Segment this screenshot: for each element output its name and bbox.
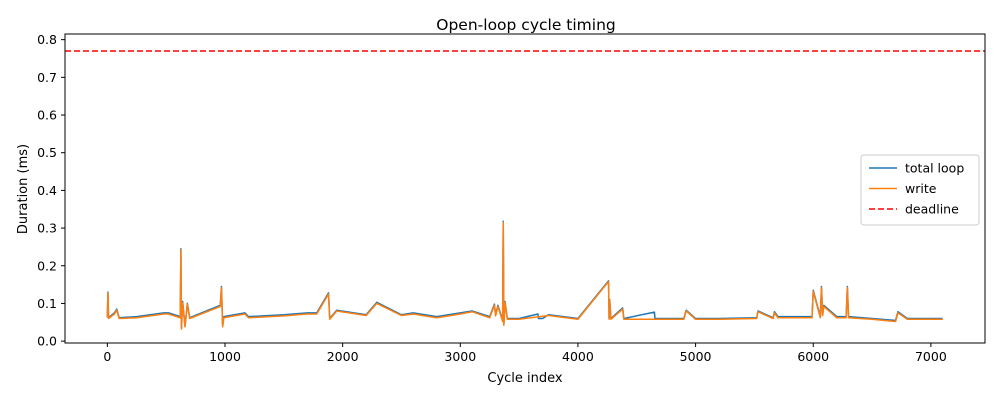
legend-box xyxy=(860,154,980,226)
series-line-total-loop xyxy=(106,220,943,329)
series-layer xyxy=(65,50,985,330)
x-tick-label: 7000 xyxy=(915,349,947,364)
axes-frame xyxy=(64,33,986,344)
legend-label-write: write xyxy=(905,181,937,196)
x-tick-label: 3000 xyxy=(444,349,476,364)
y-tick-label: 0.3 xyxy=(37,221,57,236)
y-tick-label: 0.5 xyxy=(37,145,57,160)
legend-label-total-loop: total loop xyxy=(905,161,964,176)
y-tick-label: 0.7 xyxy=(37,70,57,85)
x-tick-label: 4000 xyxy=(562,349,594,364)
x-tick-label: 5000 xyxy=(680,349,712,364)
y-tick-label: 0.6 xyxy=(37,108,57,123)
legend-label-deadline: deadline xyxy=(905,202,959,217)
y-axis-label: Duration (ms) xyxy=(16,144,31,234)
chart-title: Open-loop cycle timing xyxy=(436,16,615,34)
x-tick-label: 2000 xyxy=(327,349,359,364)
y-tick-label: 0.0 xyxy=(37,334,57,349)
x-tick-label: 6000 xyxy=(797,349,829,364)
y-axis: 0.0 0.1 0.2 0.3 0.4 0.5 0.6 0.7 0.8 xyxy=(37,32,65,349)
y-tick-label: 0.2 xyxy=(37,258,57,273)
y-tick-label: 0.1 xyxy=(37,296,57,311)
y-tick-label: 0.8 xyxy=(37,32,57,47)
x-axis: 0 1000 2000 3000 4000 5000 6000 7000 xyxy=(103,343,947,364)
x-tick-label: 0 xyxy=(103,349,111,364)
plot-area xyxy=(64,33,986,344)
x-tick-label: 1000 xyxy=(209,349,241,364)
legend: total loop write deadline xyxy=(860,154,980,226)
y-tick-label: 0.4 xyxy=(37,183,57,198)
series-line-write xyxy=(106,221,943,330)
x-axis-label: Cycle index xyxy=(487,371,563,386)
